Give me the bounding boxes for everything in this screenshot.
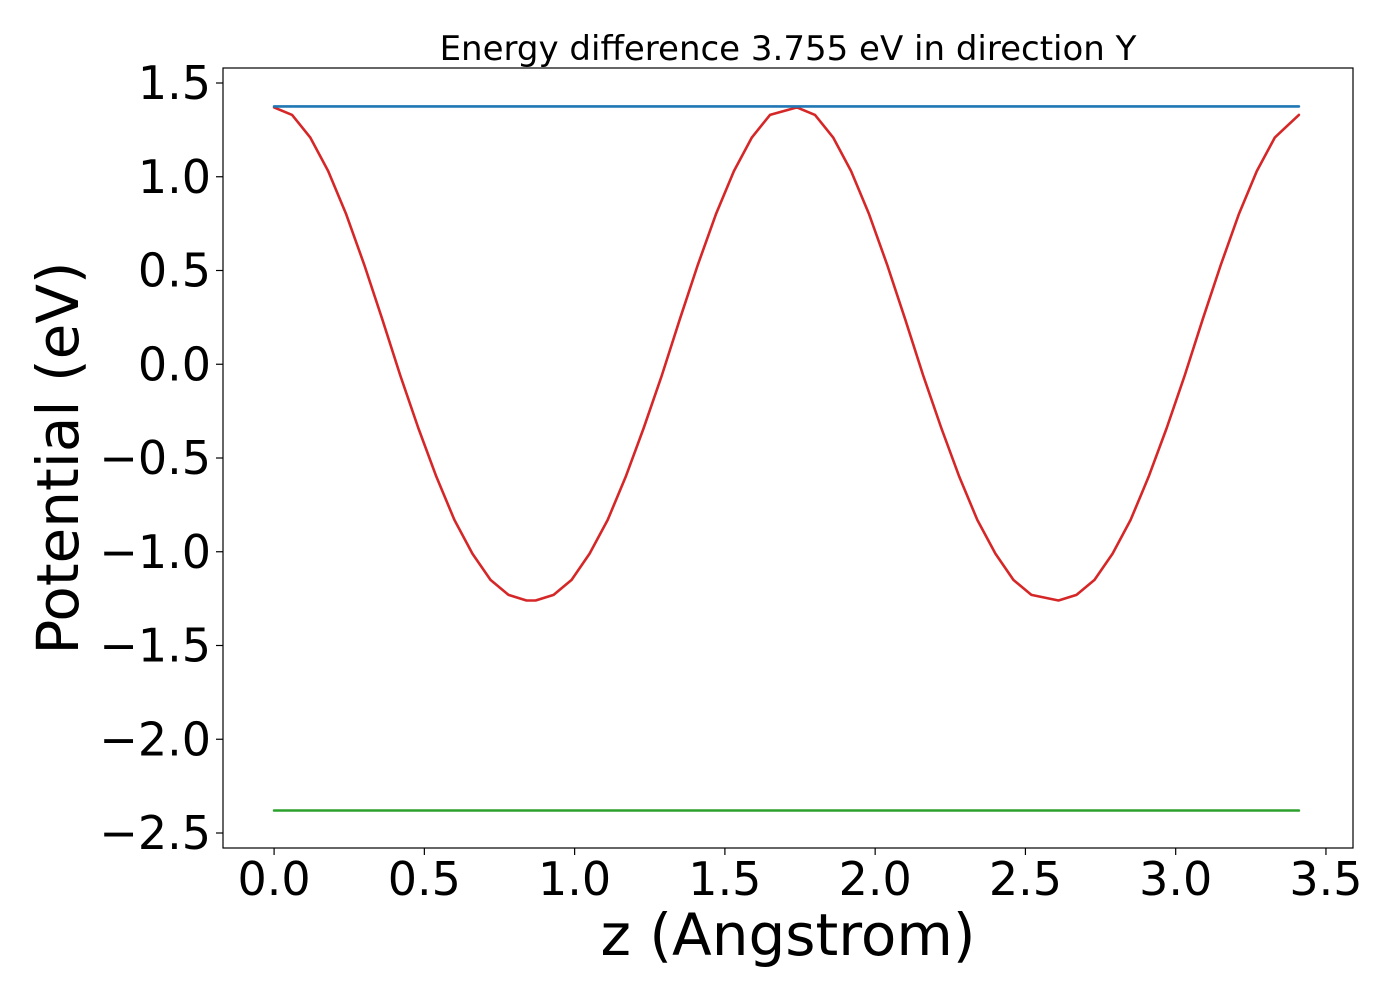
x-axis-title: z (Angstrom): [601, 901, 976, 969]
y-tick-label: 1.0: [138, 150, 211, 204]
y-axis-title: Potential (eV): [24, 261, 92, 654]
x-tick-label: 2.5: [989, 852, 1062, 906]
plot-series: [272, 105, 1301, 812]
x-tick-label: 1.0: [538, 852, 611, 906]
y-tick-label: −1.0: [99, 525, 211, 579]
y-tick-label: 0.0: [138, 337, 211, 391]
x-axis-ticks: 0.0 0.5 1.0 1.5 2.0 2.5 3.0 3.5: [238, 848, 1363, 906]
x-tick-label: 2.0: [839, 852, 912, 906]
y-tick-label: −2.5: [99, 806, 211, 860]
x-tick-label: 1.5: [688, 852, 761, 906]
y-tick-label: −0.5: [99, 431, 211, 485]
y-axis-ticks: 1.5 1.0 0.5 0.0 −0.5 −1.0 −1.5 −2.0 −2.5: [99, 56, 223, 860]
chart-title: Energy difference 3.755 eV in direction …: [440, 29, 1137, 69]
x-tick-label: 0.5: [388, 852, 461, 906]
series-line-0: [272, 106, 1301, 602]
x-tick-label: 0.0: [238, 852, 311, 906]
x-tick-label: 3.0: [1139, 852, 1212, 906]
x-tick-label: 3.5: [1289, 852, 1362, 906]
y-tick-label: −1.5: [99, 619, 211, 673]
y-tick-label: −2.0: [99, 712, 211, 766]
y-tick-label: 1.5: [138, 56, 211, 110]
plot-frame: [222, 67, 1354, 849]
y-tick-label: 0.5: [138, 244, 211, 298]
